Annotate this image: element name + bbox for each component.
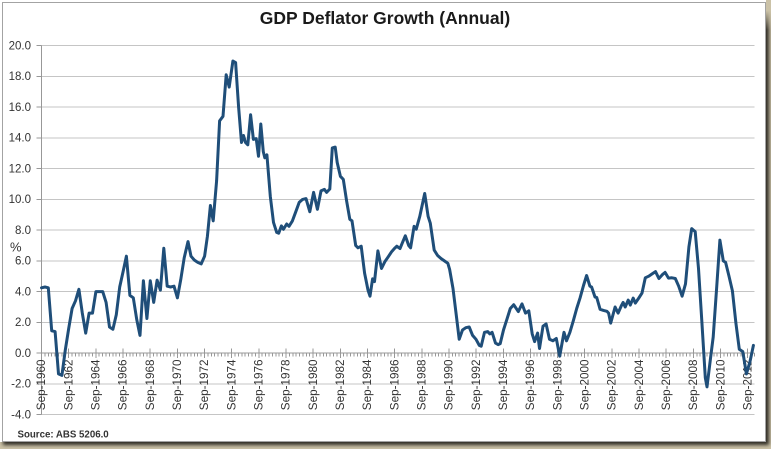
svg-text:-2.0: -2.0 — [11, 379, 31, 391]
svg-text:%: % — [10, 240, 22, 255]
svg-text:Sep-1990: Sep-1990 — [443, 359, 456, 410]
svg-text:Source: ABS 5206.0: Source: ABS 5206.0 — [18, 430, 109, 441]
svg-text:Sep-2008: Sep-2008 — [687, 360, 700, 411]
svg-text:20.0: 20.0 — [9, 40, 31, 52]
svg-text:Sep-2006: Sep-2006 — [660, 360, 673, 411]
svg-text:Sep-1980: Sep-1980 — [307, 359, 320, 410]
svg-text:Sep-2002: Sep-2002 — [606, 360, 619, 411]
svg-text:2.0: 2.0 — [15, 317, 31, 329]
svg-text:Sep-1982: Sep-1982 — [334, 360, 347, 411]
svg-text:Sep-1960: Sep-1960 — [35, 359, 48, 410]
svg-text:Sep-2000: Sep-2000 — [578, 359, 591, 410]
svg-text:Sep-1978: Sep-1978 — [280, 360, 293, 411]
svg-text:Sep-1998: Sep-1998 — [551, 360, 564, 411]
svg-text:Sep-2010: Sep-2010 — [714, 359, 727, 410]
svg-text:Sep-1966: Sep-1966 — [117, 360, 130, 411]
svg-text:Sep-1970: Sep-1970 — [171, 359, 184, 410]
svg-text:Sep-2004: Sep-2004 — [633, 359, 646, 410]
svg-text:8.0: 8.0 — [15, 225, 31, 237]
svg-text:Sep-1964: Sep-1964 — [90, 359, 103, 410]
svg-text:Sep-1992: Sep-1992 — [470, 360, 483, 411]
svg-text:Sep-1988: Sep-1988 — [415, 360, 428, 411]
svg-text:-4.0: -4.0 — [11, 409, 31, 421]
svg-text:4.0: 4.0 — [15, 286, 31, 298]
svg-text:12.0: 12.0 — [9, 163, 31, 175]
svg-text:GDP Deflator Growth (Annual): GDP Deflator Growth (Annual) — [260, 8, 511, 28]
svg-text:6.0: 6.0 — [15, 256, 31, 268]
svg-text:Sep-1976: Sep-1976 — [253, 360, 266, 411]
svg-text:18.0: 18.0 — [9, 71, 31, 83]
svg-text:Sep-1996: Sep-1996 — [524, 360, 537, 411]
svg-text:16.0: 16.0 — [9, 102, 31, 114]
svg-text:10.0: 10.0 — [9, 194, 31, 206]
svg-text:Sep-1968: Sep-1968 — [144, 360, 157, 411]
svg-text:Sep-1986: Sep-1986 — [388, 360, 401, 411]
svg-text:0.0: 0.0 — [15, 348, 31, 360]
svg-text:14.0: 14.0 — [9, 133, 31, 145]
svg-text:Sep-1974: Sep-1974 — [225, 359, 238, 410]
svg-text:Sep-1972: Sep-1972 — [198, 360, 211, 411]
svg-text:Sep-1962: Sep-1962 — [62, 360, 75, 411]
svg-text:Sep-1984: Sep-1984 — [361, 359, 374, 410]
svg-text:Sep-1994: Sep-1994 — [497, 359, 510, 410]
